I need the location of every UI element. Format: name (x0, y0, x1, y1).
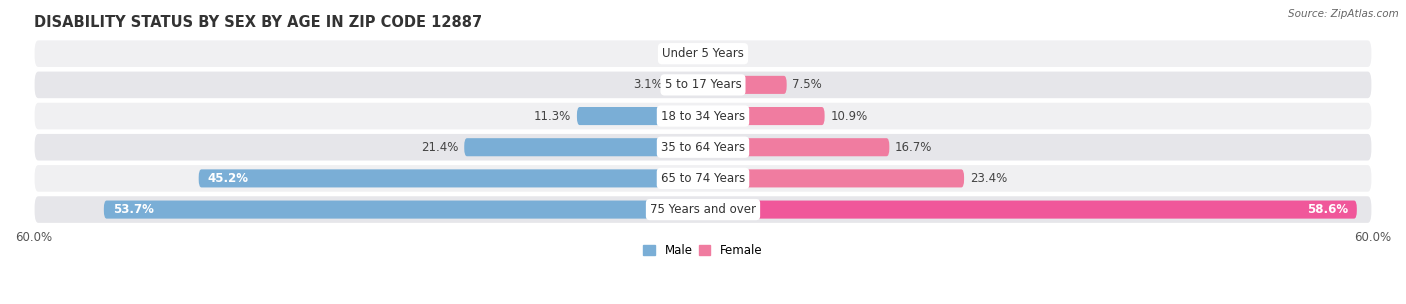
FancyBboxPatch shape (34, 133, 1372, 161)
FancyBboxPatch shape (464, 138, 703, 156)
Text: 7.5%: 7.5% (792, 78, 823, 92)
FancyBboxPatch shape (34, 195, 1372, 224)
Text: 53.7%: 53.7% (112, 203, 153, 216)
Text: 75 Years and over: 75 Years and over (650, 203, 756, 216)
Text: 3.1%: 3.1% (633, 78, 662, 92)
Text: 0.0%: 0.0% (709, 47, 738, 60)
Text: 65 to 74 Years: 65 to 74 Years (661, 172, 745, 185)
Text: 45.2%: 45.2% (208, 172, 249, 185)
Text: 23.4%: 23.4% (970, 172, 1007, 185)
FancyBboxPatch shape (703, 169, 965, 188)
FancyBboxPatch shape (104, 201, 703, 219)
Text: 11.3%: 11.3% (534, 109, 571, 123)
Text: Under 5 Years: Under 5 Years (662, 47, 744, 60)
FancyBboxPatch shape (703, 138, 890, 156)
Text: Source: ZipAtlas.com: Source: ZipAtlas.com (1288, 9, 1399, 19)
FancyBboxPatch shape (34, 71, 1372, 99)
Legend: Male, Female: Male, Female (640, 240, 766, 261)
FancyBboxPatch shape (703, 201, 1357, 219)
Text: 18 to 34 Years: 18 to 34 Years (661, 109, 745, 123)
Text: 58.6%: 58.6% (1306, 203, 1348, 216)
FancyBboxPatch shape (703, 107, 824, 125)
Text: 10.9%: 10.9% (830, 109, 868, 123)
FancyBboxPatch shape (703, 76, 787, 94)
Text: 5 to 17 Years: 5 to 17 Years (665, 78, 741, 92)
FancyBboxPatch shape (34, 102, 1372, 130)
Text: 21.4%: 21.4% (422, 141, 458, 154)
FancyBboxPatch shape (198, 169, 703, 188)
FancyBboxPatch shape (576, 107, 703, 125)
FancyBboxPatch shape (34, 39, 1372, 68)
Text: 16.7%: 16.7% (894, 141, 932, 154)
FancyBboxPatch shape (34, 164, 1372, 193)
Text: 35 to 64 Years: 35 to 64 Years (661, 141, 745, 154)
FancyBboxPatch shape (668, 76, 703, 94)
Text: 0.0%: 0.0% (668, 47, 697, 60)
Text: DISABILITY STATUS BY SEX BY AGE IN ZIP CODE 12887: DISABILITY STATUS BY SEX BY AGE IN ZIP C… (34, 15, 482, 30)
